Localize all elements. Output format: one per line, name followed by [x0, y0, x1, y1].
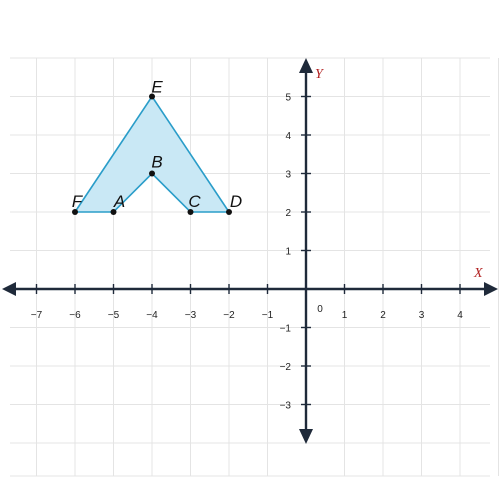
vertex-point-f [72, 209, 78, 215]
y-tick-label: −3 [280, 401, 292, 412]
x-tick-label: −6 [69, 310, 81, 321]
vertex-label-c: C [188, 192, 201, 211]
x-axis-arrow-right-icon [484, 282, 498, 296]
y-tick-label: 2 [285, 208, 291, 219]
x-tick-label: 4 [457, 310, 463, 321]
vertex-point-c [187, 209, 194, 215]
x-axis-arrow-left-icon [2, 282, 16, 296]
vertex-label-e: E [151, 78, 163, 97]
y-tick-label: 1 [285, 247, 291, 258]
y-axis-title: Y [315, 67, 325, 82]
y-axis-arrow-up-icon [299, 58, 313, 73]
x-tick-label: −2 [223, 310, 235, 321]
labels: −7 −6 −5 −4 −3 −2 −1 1 2 3 4 5 4 3 2 1 −1 −2 −3 0 X Y E B F A C D [31, 67, 483, 412]
x-tick-label: 3 [419, 310, 425, 321]
y-tick-label: 4 [285, 131, 291, 142]
vertex-label-a: A [113, 192, 125, 211]
vertex-label-b: B [151, 153, 162, 172]
y-tick-label: 3 [285, 170, 291, 181]
vertex-point-b [149, 170, 155, 177]
x-axis-title: X [473, 266, 483, 281]
x-tick-label: −1 [262, 310, 274, 321]
y-axis-arrow-down-icon [299, 429, 313, 444]
vertex-label-d: D [230, 192, 242, 211]
polygon-layer [72, 93, 232, 215]
x-tick-label: 2 [380, 310, 386, 321]
x-tick-label: −5 [108, 310, 120, 321]
grid [10, 57, 499, 477]
x-tick-label: −3 [185, 310, 197, 321]
vertex-label-f: F [72, 192, 84, 211]
axes [2, 58, 498, 444]
y-tick-label: −2 [280, 362, 292, 373]
y-tick-label: −1 [280, 324, 292, 335]
vertex-point-a [110, 209, 117, 215]
x-tick-label: −4 [146, 310, 158, 321]
vertex-point-d [226, 209, 232, 215]
x-tick-label: 1 [342, 310, 348, 321]
x-tick-label: −7 [31, 310, 43, 321]
vertex-point-e [149, 93, 155, 100]
origin-label: 0 [317, 304, 323, 315]
y-tick-label: 5 [285, 93, 291, 104]
